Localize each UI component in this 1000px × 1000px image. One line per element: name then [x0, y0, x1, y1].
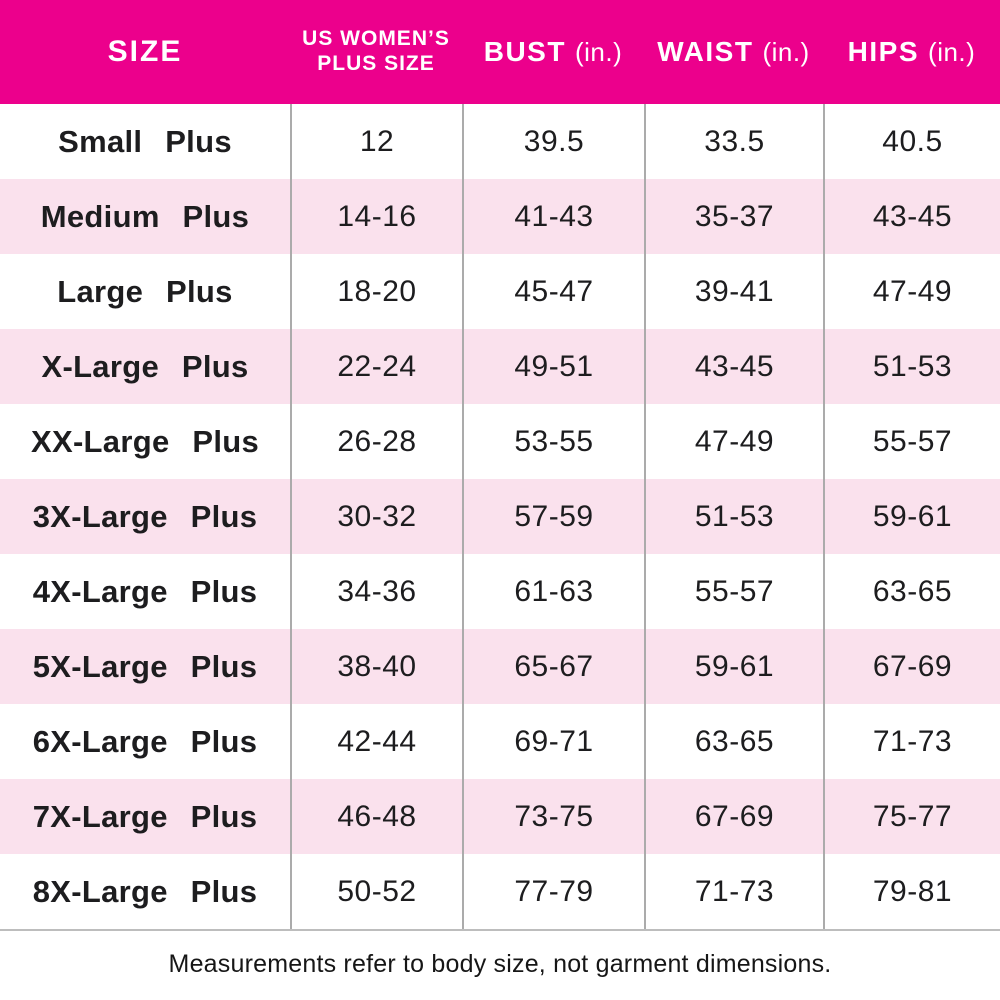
hips-cell: 71-73	[823, 704, 1000, 779]
size-cell: 8X-Large Plus	[32, 873, 258, 909]
bust-cell: 73-75	[462, 779, 644, 854]
waist-cell: 63-65	[644, 704, 823, 779]
bust-cell: 61-63	[462, 554, 644, 629]
bust-cell: 39.5	[462, 104, 644, 179]
size-cell: 3X-Large Plus	[32, 498, 258, 534]
size-cell: 6X-Large Plus	[32, 723, 258, 759]
header-waist: WAIST (in.)	[644, 0, 823, 104]
table-row: 6X-Large Plus 42-44 69-71 63-65 71-73	[0, 704, 1000, 779]
waist-cell: 51-53	[644, 479, 823, 554]
hips-cell: 55-57	[823, 404, 1000, 479]
bust-cell: 41-43	[462, 179, 644, 254]
hips-cell: 43-45	[823, 179, 1000, 254]
size-cell: Small Plus	[58, 123, 232, 159]
table-row: 5X-Large Plus 38-40 65-67 59-61 67-69	[0, 629, 1000, 704]
size-cell: XX-Large Plus	[30, 423, 260, 459]
waist-cell: 55-57	[644, 554, 823, 629]
hips-cell: 51-53	[823, 329, 1000, 404]
bust-cell: 45-47	[462, 254, 644, 329]
bust-cell: 49-51	[462, 329, 644, 404]
hips-cell: 75-77	[823, 779, 1000, 854]
us-plus-size-cell: 18-20	[290, 254, 462, 329]
us-plus-size-cell: 46-48	[290, 779, 462, 854]
waist-cell: 59-61	[644, 629, 823, 704]
header-waist-unit: (in.)	[762, 36, 810, 67]
header-waist-label: WAIST	[657, 36, 754, 67]
header-size-label: SIZE	[107, 35, 183, 68]
header-bust-label: BUST	[483, 36, 566, 67]
size-cell: Medium Plus	[40, 198, 250, 234]
size-cell: 7X-Large Plus	[32, 798, 258, 834]
size-cell: X-Large Plus	[41, 348, 249, 384]
table-header: SIZE US WOMEN’S PLUS SIZE BUST (in.) WAI…	[0, 0, 1000, 104]
us-plus-size-cell: 26-28	[290, 404, 462, 479]
us-plus-size-cell: 50-52	[290, 854, 462, 929]
table-row: X-Large Plus 22-24 49-51 43-45 51-53	[0, 329, 1000, 404]
size-cell: 4X-Large Plus	[32, 573, 258, 609]
hips-cell: 79-81	[823, 854, 1000, 929]
table-row: 7X-Large Plus 46-48 73-75 67-69 75-77	[0, 779, 1000, 854]
us-plus-size-cell: 22-24	[290, 329, 462, 404]
hips-cell: 59-61	[823, 479, 1000, 554]
waist-cell: 47-49	[644, 404, 823, 479]
measurement-footnote: Measurements refer to body size, not gar…	[168, 950, 832, 978]
us-plus-size-cell: 42-44	[290, 704, 462, 779]
us-plus-size-cell: 38-40	[290, 629, 462, 704]
header-hips: HIPS (in.)	[823, 0, 1000, 104]
header-us-plus-size-line2: PLUS SIZE	[317, 52, 435, 75]
bust-cell: 69-71	[462, 704, 644, 779]
us-plus-size-cell: 14-16	[290, 179, 462, 254]
us-plus-size-cell: 30-32	[290, 479, 462, 554]
hips-cell: 67-69	[823, 629, 1000, 704]
size-cell: 5X-Large Plus	[32, 648, 258, 684]
table-row: XX-Large Plus 26-28 53-55 47-49 55-57	[0, 404, 1000, 479]
table-body: Small Plus 12 39.5 33.5 40.5 Medium Plus…	[0, 104, 1000, 929]
waist-cell: 35-37	[644, 179, 823, 254]
header-hips-unit: (in.)	[928, 36, 976, 67]
header-us-plus-size: US WOMEN’S PLUS SIZE	[290, 0, 462, 104]
bust-cell: 57-59	[462, 479, 644, 554]
bust-cell: 65-67	[462, 629, 644, 704]
us-plus-size-cell: 34-36	[290, 554, 462, 629]
us-plus-size-cell: 12	[290, 104, 462, 179]
size-cell: Large Plus	[57, 273, 233, 309]
table-row: Large Plus 18-20 45-47 39-41 47-49	[0, 254, 1000, 329]
waist-cell: 33.5	[644, 104, 823, 179]
header-size: SIZE	[0, 0, 290, 104]
waist-cell: 71-73	[644, 854, 823, 929]
bust-cell: 53-55	[462, 404, 644, 479]
table-row: Small Plus 12 39.5 33.5 40.5	[0, 104, 1000, 179]
hips-cell: 63-65	[823, 554, 1000, 629]
waist-cell: 67-69	[644, 779, 823, 854]
waist-cell: 43-45	[644, 329, 823, 404]
table-row: 3X-Large Plus 30-32 57-59 51-53 59-61	[0, 479, 1000, 554]
header-bust-unit: (in.)	[574, 36, 623, 67]
header-bust: BUST (in.)	[462, 0, 644, 104]
table-row: 8X-Large Plus 50-52 77-79 71-73 79-81	[0, 854, 1000, 929]
hips-cell: 47-49	[823, 254, 1000, 329]
bust-cell: 77-79	[462, 854, 644, 929]
header-us-plus-size-line1: US WOMEN’S	[302, 27, 450, 51]
header-hips-label: HIPS	[847, 36, 920, 67]
table-row: 4X-Large Plus 34-36 61-63 55-57 63-65	[0, 554, 1000, 629]
table-row: Medium Plus 14-16 41-43 35-37 43-45	[0, 179, 1000, 254]
waist-cell: 39-41	[644, 254, 823, 329]
hips-cell: 40.5	[823, 104, 1000, 179]
table-bottom-divider	[0, 929, 1000, 931]
